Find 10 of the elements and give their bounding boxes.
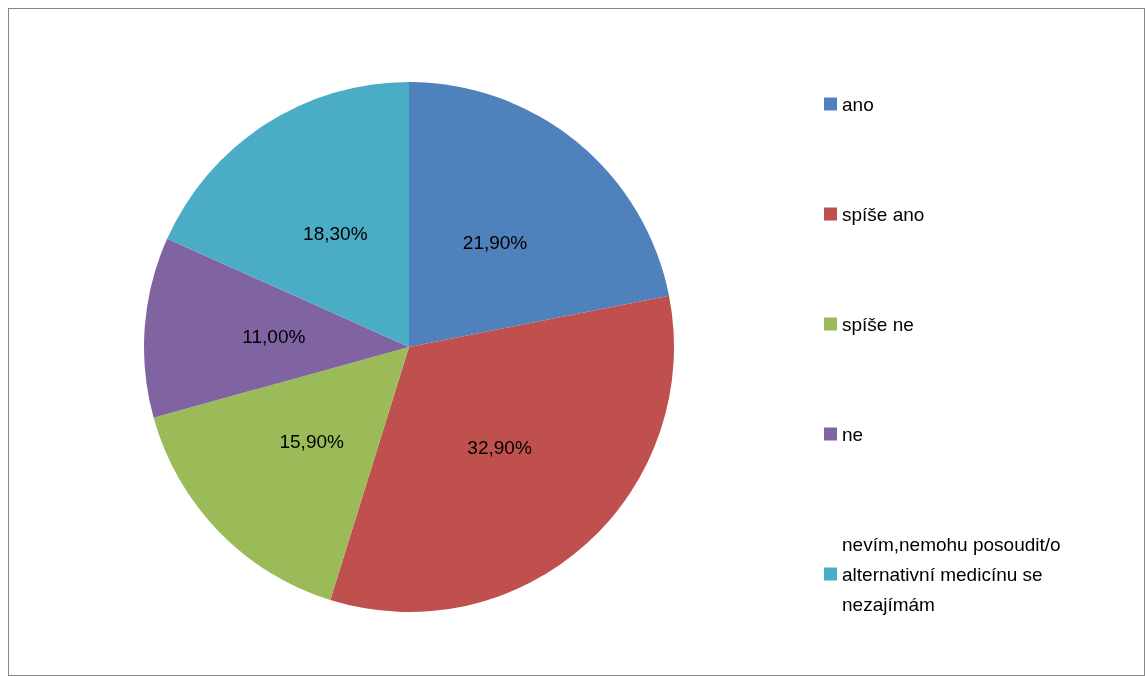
legend-label: ano	[842, 93, 874, 115]
data-label: 11,00%	[242, 326, 306, 348]
legend-label: spíše ano	[842, 203, 925, 225]
legend-label: nevím,nemohu posoudit/o alternativní medicínu se nezajímám	[842, 533, 1066, 615]
data-label: 32,90%	[467, 437, 532, 459]
data-label: 15,90%	[279, 430, 345, 452]
legend-label: spíše ne	[842, 313, 914, 335]
data-label: 21,90%	[462, 231, 528, 253]
data-label: 18,30%	[303, 222, 368, 244]
legend-label: ne	[842, 423, 864, 445]
